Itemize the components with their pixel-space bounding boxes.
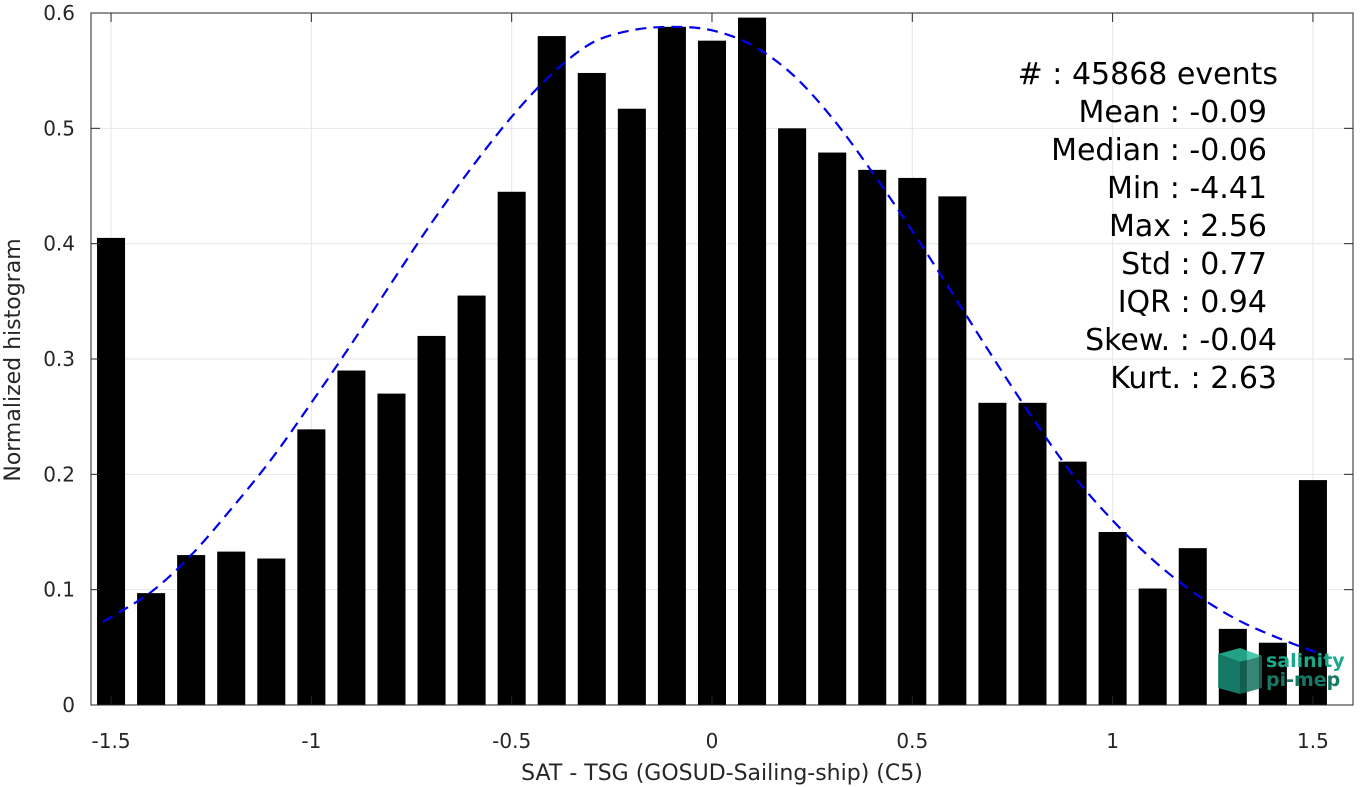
histogram-bar bbox=[257, 558, 286, 705]
y-tick-label: 0.3 bbox=[43, 347, 75, 371]
histogram-bar bbox=[417, 335, 446, 705]
stat-line: Max : 2.56 bbox=[1109, 209, 1267, 244]
histogram-bars bbox=[97, 17, 1327, 706]
histogram-bar bbox=[1098, 532, 1127, 705]
histogram-bar bbox=[978, 402, 1007, 705]
stat-line: # : 45868 events bbox=[1018, 57, 1278, 92]
histogram-bar bbox=[858, 169, 887, 705]
axis-ticks bbox=[91, 12, 1353, 706]
histogram-bar bbox=[1138, 588, 1167, 705]
histogram-bar bbox=[898, 177, 927, 706]
stat-line: Std : 0.77 bbox=[1121, 247, 1267, 282]
logo-line2: pi-mep bbox=[1266, 669, 1340, 691]
histogram-bar bbox=[1058, 461, 1087, 705]
histogram-bar bbox=[297, 429, 326, 705]
stat-line: Mean : -0.09 bbox=[1078, 95, 1267, 130]
y-tick-label: 0.5 bbox=[43, 116, 75, 140]
y-axis-label: Normalized histogram bbox=[1, 238, 26, 481]
y-tick-label: 0.4 bbox=[43, 232, 75, 256]
histogram-bar bbox=[497, 191, 526, 705]
histogram-bar bbox=[97, 237, 126, 705]
histogram-bar bbox=[1258, 642, 1287, 705]
histogram-bar bbox=[217, 551, 246, 705]
histogram-bar bbox=[457, 295, 486, 705]
histogram-bar bbox=[818, 152, 847, 705]
x-tick-label: 1 bbox=[1106, 729, 1119, 753]
stat-line: Skew. : -0.04 bbox=[1085, 323, 1277, 358]
histogram-bar bbox=[1018, 402, 1047, 705]
logo-line1: salinity bbox=[1266, 650, 1345, 672]
histogram-bar bbox=[938, 196, 967, 705]
histogram-bar bbox=[337, 370, 366, 705]
histogram-bar bbox=[657, 26, 686, 705]
histogram-bar bbox=[1178, 548, 1207, 705]
salinity-pimep-logo: salinity pi-mep bbox=[1218, 648, 1345, 694]
histogram-bar bbox=[137, 593, 166, 705]
normal-fit-curve bbox=[102, 25, 1322, 656]
histogram-bar bbox=[1298, 480, 1327, 705]
logo-cube-icon bbox=[1218, 648, 1262, 694]
x-axis-label: SAT - TSG (GOSUD-Sailing-ship) (C5) bbox=[521, 761, 923, 786]
histogram-bar bbox=[177, 555, 206, 705]
x-tick-label: 0.5 bbox=[896, 729, 928, 753]
histogram-bar bbox=[577, 72, 606, 706]
x-tick-label: 1.5 bbox=[1297, 729, 1329, 753]
histogram-bar bbox=[377, 393, 406, 705]
histogram-bar bbox=[537, 36, 566, 706]
stat-line: Median : -0.06 bbox=[1051, 133, 1267, 168]
y-tick-labels: 0 0.1 0.2 0.3 0.4 0.5 0.6 bbox=[43, 1, 75, 717]
y-tick-label: 0.2 bbox=[43, 462, 75, 486]
x-tick-label: -1 bbox=[301, 729, 321, 753]
histogram-bar bbox=[617, 108, 646, 705]
histogram-bar bbox=[778, 128, 807, 706]
x-tick-label: 0 bbox=[706, 729, 719, 753]
y-tick-label: 0 bbox=[62, 693, 75, 717]
y-tick-label: 0.6 bbox=[43, 1, 75, 25]
stat-line: IQR : 0.94 bbox=[1118, 285, 1267, 320]
histogram-bar bbox=[697, 40, 727, 706]
histogram-bar bbox=[738, 17, 767, 705]
x-tick-labels: -1.5 -1 -0.5 0 0.5 1 1.5 bbox=[92, 729, 1329, 753]
stat-line: Kurt. : 2.63 bbox=[1110, 361, 1277, 396]
stat-line: Min : -4.41 bbox=[1107, 171, 1267, 206]
x-tick-label: -0.5 bbox=[492, 729, 531, 753]
x-tick-label: -1.5 bbox=[92, 729, 131, 753]
y-tick-label: 0.1 bbox=[43, 578, 75, 602]
